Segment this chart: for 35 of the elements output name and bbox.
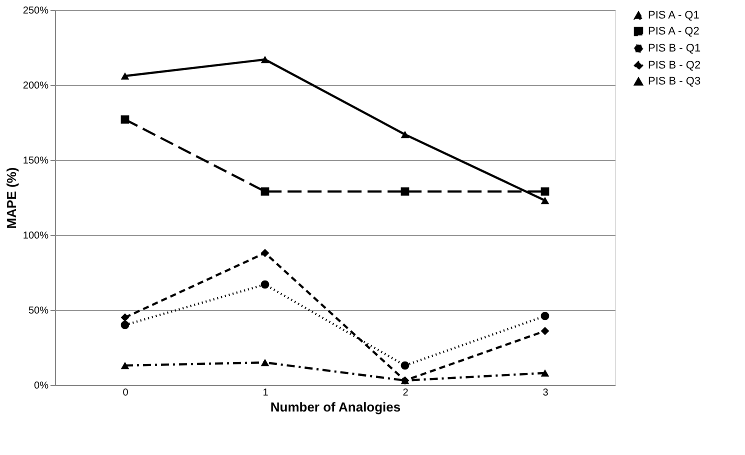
y-tick-label: 250% bbox=[22, 6, 49, 16]
legend-label: PIS B - Q2 bbox=[648, 60, 701, 72]
x-tick-label: 0 bbox=[122, 388, 129, 398]
point bbox=[540, 312, 550, 320]
legend-label: PIS B - Q3 bbox=[648, 76, 701, 88]
point bbox=[260, 248, 270, 258]
y-tick-label: 150% bbox=[22, 156, 49, 166]
legend-label: PIS A - Q1 bbox=[648, 10, 700, 22]
y-tick-label: 100% bbox=[22, 230, 49, 242]
point bbox=[400, 130, 410, 138]
point bbox=[260, 56, 270, 64]
y-tick-label: 0% bbox=[34, 380, 49, 392]
point bbox=[540, 326, 550, 336]
point bbox=[120, 362, 130, 370]
x-tick-label: 1 bbox=[262, 388, 269, 398]
point bbox=[260, 358, 270, 366]
point bbox=[120, 115, 130, 124]
point bbox=[120, 320, 130, 330]
point bbox=[260, 280, 270, 289]
point bbox=[400, 187, 410, 196]
point bbox=[260, 187, 270, 196]
point bbox=[400, 361, 410, 370]
y-tick-label: 50% bbox=[28, 306, 49, 316]
legend-label: PIS A - Q2 bbox=[648, 26, 700, 38]
point bbox=[120, 313, 130, 322]
x-tick-label: 3 bbox=[542, 388, 549, 398]
point bbox=[540, 187, 550, 196]
y-axis-title: MAPE (%) bbox=[4, 167, 19, 229]
legend-label: PIS B - Q1 bbox=[648, 42, 701, 54]
x-axis-title: Number of Analogies bbox=[270, 400, 401, 414]
x-tick-label: 2 bbox=[402, 388, 409, 398]
y-tick-label: 200% bbox=[22, 80, 49, 92]
point bbox=[120, 72, 130, 80]
point bbox=[540, 369, 550, 377]
point bbox=[540, 196, 550, 204]
